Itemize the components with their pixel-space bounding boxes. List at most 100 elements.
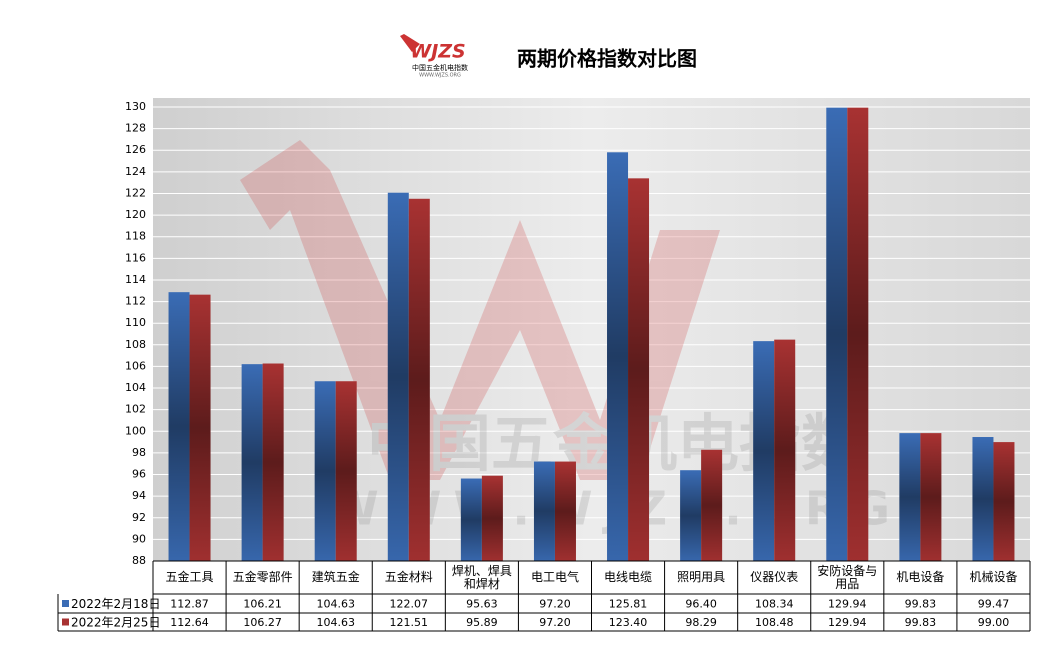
y-tick-label: 90 bbox=[132, 532, 146, 545]
x-tick-label-box: 仪器仪表 bbox=[750, 570, 799, 584]
table-value: 95.63 bbox=[466, 598, 498, 611]
bar-shade bbox=[680, 470, 702, 561]
x-tick-label: 电工电气 bbox=[530, 570, 579, 584]
legend-swatch bbox=[62, 600, 69, 607]
y-tick-label: 128 bbox=[125, 122, 146, 135]
x-tick-label: 照明用具 bbox=[677, 570, 726, 584]
table-value: 125.81 bbox=[609, 598, 648, 611]
table-value: 97.20 bbox=[539, 598, 571, 611]
x-tick-label-box: 机电设备 bbox=[896, 570, 945, 584]
x-tick-label: 建筑五金 bbox=[311, 570, 360, 584]
bar-shade bbox=[241, 364, 263, 561]
legend-label: 2022年2月25日 bbox=[71, 616, 160, 630]
y-tick-label: 92 bbox=[132, 511, 146, 524]
y-tick-label: 112 bbox=[125, 295, 146, 308]
bar-shade bbox=[826, 107, 848, 562]
bar-shade bbox=[262, 363, 284, 561]
bar-shade bbox=[899, 433, 921, 561]
y-tick-label: 94 bbox=[132, 489, 146, 502]
table-value: 108.34 bbox=[755, 598, 794, 611]
y-tick-label: 106 bbox=[125, 359, 146, 372]
y-tick-label: 100 bbox=[125, 424, 146, 437]
x-tick-label-box: 五金材料 bbox=[384, 570, 433, 584]
x-tick-label-box: 五金工具 bbox=[165, 570, 214, 584]
bar-shade bbox=[628, 178, 650, 562]
logo: WJZS 中国五金机电指数 WWW.WJZS.ORG bbox=[400, 34, 468, 79]
table-value: 99.83 bbox=[905, 598, 937, 611]
y-tick-label: 98 bbox=[132, 446, 146, 459]
table-value: 98.29 bbox=[685, 616, 717, 629]
logo-sub: 中国五金机电指数 bbox=[412, 63, 468, 72]
y-tick-label: 118 bbox=[125, 230, 146, 243]
x-tick-label: 机电设备 bbox=[896, 570, 945, 584]
y-tick-label: 130 bbox=[125, 100, 146, 113]
table-value: 106.21 bbox=[243, 598, 282, 611]
bar-shade bbox=[335, 381, 357, 561]
chart-title: 两期价格指数对比图 bbox=[517, 47, 697, 71]
x-tick-label-box: 电工电气 bbox=[530, 570, 579, 584]
table-value: 129.94 bbox=[828, 598, 867, 611]
table-value: 97.20 bbox=[539, 616, 571, 629]
bar-shade bbox=[189, 294, 211, 561]
table-value: 121.51 bbox=[390, 616, 429, 629]
bar-shade bbox=[408, 198, 430, 561]
x-tick-label: 电线电缆 bbox=[604, 570, 653, 584]
x-tick-label: 五金材料 bbox=[384, 570, 433, 584]
data-table: 五金工具 五金零部件 建筑五金 五金材料 焊机、焊具和焊材 电工电气 电线电缆 照明用具 仪器仪… bbox=[57, 560, 1031, 632]
y-tick-label: 102 bbox=[125, 403, 146, 416]
table-value: 99.00 bbox=[978, 616, 1010, 629]
bar-shade bbox=[314, 381, 336, 561]
y-tick-label: 116 bbox=[125, 251, 146, 264]
x-tick-label-box: 安防设备与用品 bbox=[817, 564, 877, 590]
watermark-shape bbox=[240, 140, 720, 480]
table-value: 123.40 bbox=[609, 616, 648, 629]
y-tick-label: 108 bbox=[125, 338, 146, 351]
table-value: 108.48 bbox=[755, 616, 794, 629]
logo-main: WJZS bbox=[410, 41, 466, 63]
bar-shade bbox=[993, 442, 1015, 561]
x-tick-label: 焊机、焊具和焊材 bbox=[451, 563, 512, 591]
bars bbox=[168, 107, 1015, 562]
bar-shade bbox=[972, 437, 994, 561]
x-tick-label-box: 五金零部件 bbox=[233, 571, 293, 584]
legend-swatch bbox=[62, 618, 69, 626]
table-value: 104.63 bbox=[316, 598, 355, 611]
y-tick-label: 114 bbox=[125, 273, 146, 286]
bar-shade bbox=[554, 461, 576, 561]
bar-shade bbox=[168, 292, 190, 561]
bar-shade bbox=[920, 433, 942, 561]
table-value: 104.63 bbox=[316, 616, 355, 629]
y-tick-label: 110 bbox=[125, 316, 146, 329]
table-value: 95.89 bbox=[466, 616, 498, 629]
table-value: 122.07 bbox=[390, 598, 429, 611]
x-tick-label-box: 电线电缆 bbox=[604, 570, 653, 584]
table-value: 112.87 bbox=[170, 598, 209, 611]
bar-shade bbox=[774, 339, 796, 561]
table-value: 99.47 bbox=[978, 598, 1010, 611]
table-value: 129.94 bbox=[828, 616, 867, 629]
table-value: 112.64 bbox=[170, 616, 209, 629]
y-tick-label: 88 bbox=[132, 554, 146, 567]
bar-shade bbox=[460, 478, 482, 561]
bar-shade bbox=[607, 152, 629, 561]
x-tick-label: 五金工具 bbox=[165, 570, 214, 584]
x-tick-label-box: 建筑五金 bbox=[311, 570, 360, 584]
bar-shade bbox=[481, 475, 503, 561]
plot-area bbox=[153, 98, 1030, 561]
y-tick-label: 96 bbox=[132, 468, 146, 481]
y-tick-label: 104 bbox=[125, 381, 146, 394]
table-value: 96.40 bbox=[685, 598, 717, 611]
logo-arrow bbox=[400, 34, 420, 52]
x-tick-label-box: 机械设备 bbox=[969, 570, 1018, 584]
y-tick-label: 126 bbox=[125, 143, 146, 156]
bar-shade bbox=[533, 461, 555, 561]
logo-url: WWW.WJZS.ORG bbox=[419, 73, 461, 79]
legend-label: 2022年2月18日 bbox=[71, 597, 160, 611]
x-tick-label-box: 照明用具 bbox=[677, 570, 726, 584]
x-tick-label: 仪器仪表 bbox=[750, 570, 799, 584]
x-tick-label: 机械设备 bbox=[969, 570, 1018, 584]
bar-shade bbox=[387, 192, 409, 561]
y-tick-label: 122 bbox=[125, 186, 146, 199]
grid: 88 90 92 94 96 98 100 102 104 106 108 110 112 114 116 1… bbox=[125, 100, 1030, 567]
